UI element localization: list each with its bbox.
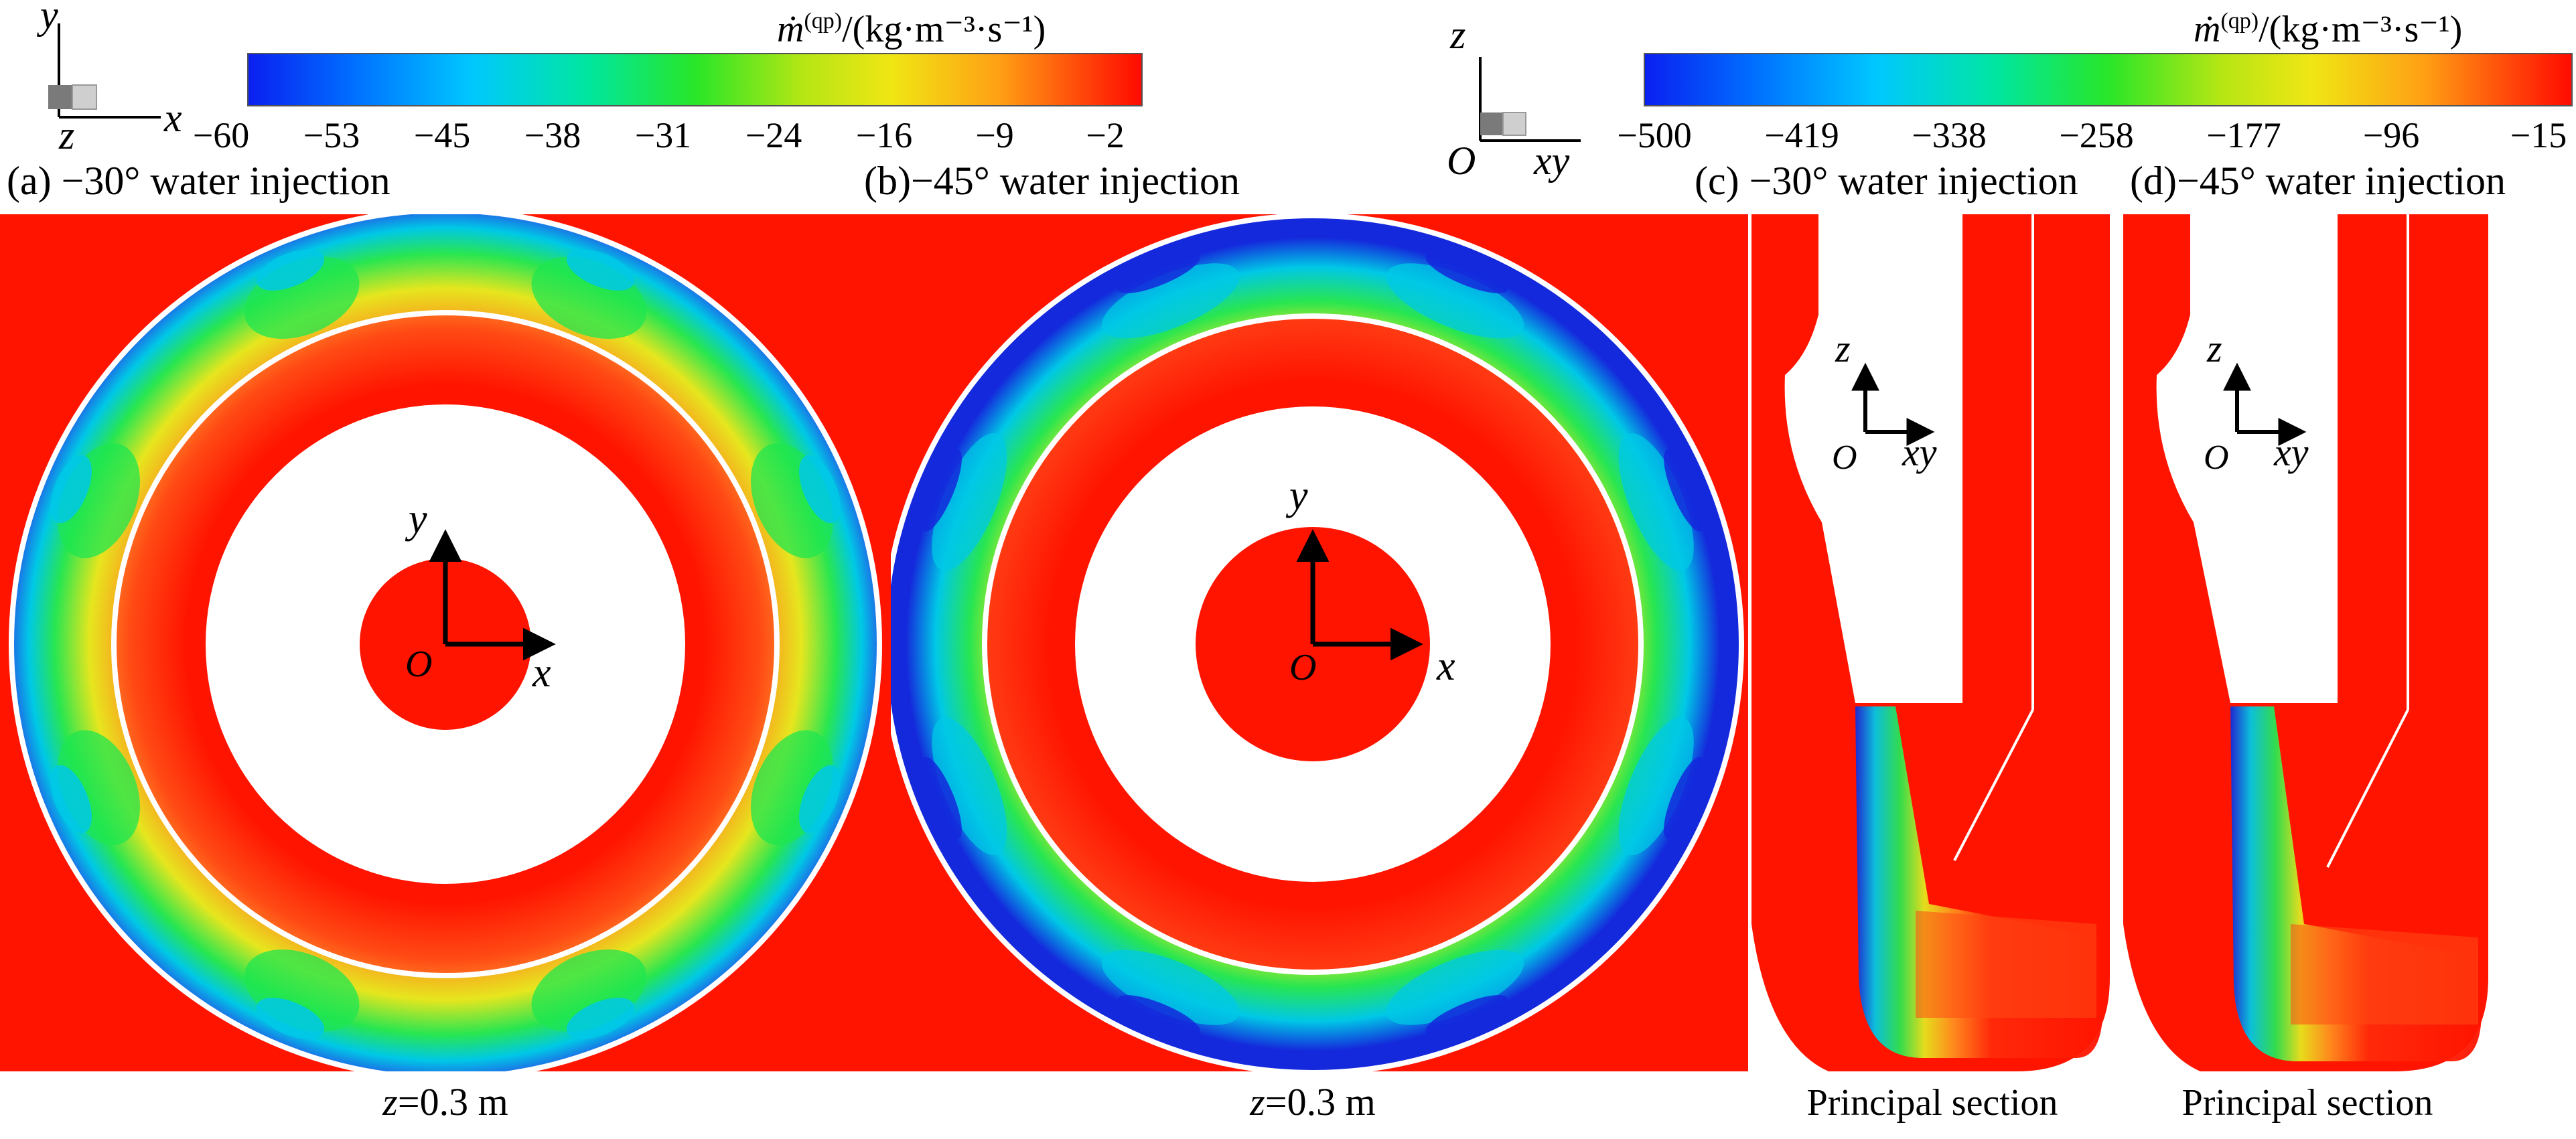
- colorbar-left-ticks: −60 −53 −45 −38 −31 −24 −16 −9 −2: [193, 115, 1125, 155]
- colorbar-right-tick: −96: [2363, 115, 2419, 155]
- panel-c-origin: O: [1832, 439, 1857, 477]
- colorbar-left-tick: −45: [414, 115, 470, 155]
- panel-c-footer: Principal section: [1807, 1082, 2058, 1124]
- panel-a-axis-x: x: [532, 650, 551, 696]
- panel-b-axis-x: x: [1436, 643, 1455, 689]
- colorbar-right-tick: −15: [2510, 115, 2567, 155]
- panel-d-origin: O: [2204, 439, 2229, 477]
- colorbar-left-tick: −16: [856, 115, 912, 155]
- contour-blob: [1118, 252, 1200, 293]
- panel-c-axis-z: z: [1835, 327, 1851, 370]
- panel-d-footer: Principal section: [2182, 1082, 2433, 1124]
- colorbar-right-superscript: (qp): [2220, 9, 2259, 33]
- contour-blob: [1101, 263, 1240, 339]
- contour-blob: [1664, 449, 1705, 532]
- panel-b-axis-y: y: [1285, 473, 1308, 518]
- panel-a-axis-y: y: [405, 496, 427, 542]
- coordinate-triad-right: z O xy: [1447, 13, 1581, 183]
- panel-b-footer: z=0.3 m: [1249, 1080, 1375, 1124]
- colorbar-left-ramp: [247, 53, 1143, 106]
- svg-text:ṁ(qp)/(kg·m⁻³·s⁻¹): ṁ(qp)/(kg·m⁻³·s⁻¹): [777, 9, 1046, 50]
- panel-b-axes: y x O: [1285, 473, 1455, 689]
- colorbar-left-tick: −53: [303, 115, 360, 155]
- contour-blob: [256, 998, 325, 1039]
- panel-b-origin: O: [1289, 647, 1316, 688]
- colorbar-left-tick: −60: [193, 115, 249, 155]
- triad-right-axis-z: z: [1449, 13, 1465, 57]
- panel-c-axes: z xy O: [1832, 327, 1937, 477]
- panel-d-axis-xy: xy: [2273, 431, 2309, 474]
- triad-left-axis-x: x: [163, 96, 182, 140]
- coordinate-triad-left: y x z: [36, 0, 182, 157]
- colorbar-left-symbol: ṁ: [777, 9, 804, 50]
- svg-text:ṁ(qp)/(kg·m⁻³·s⁻¹): ṁ(qp)/(kg·m⁻³·s⁻¹): [2194, 9, 2462, 50]
- panel-c-section: [1751, 214, 2110, 1071]
- contour-blob: [50, 455, 92, 524]
- contour-blob: [566, 998, 635, 1039]
- contour-blob: [256, 249, 325, 291]
- contour-blob: [921, 449, 962, 532]
- colorbar-right-tick: −177: [2206, 115, 2281, 155]
- colorbar-left: ṁ(qp)/(kg·m⁻³·s⁻¹) −60 −53 −45 −38 −31 −24 −16…: [193, 9, 1143, 155]
- colorbar-right-tick: −258: [2059, 115, 2133, 155]
- colorbar-right-tick: −338: [1912, 115, 1986, 155]
- colorbar-right: ṁ(qp)/(kg·m⁻³·s⁻¹) −500 −419 −338 −258 −177−…: [1617, 9, 2573, 155]
- colorbar-right-unit: /(kg·m⁻³·s⁻¹): [2259, 9, 2462, 50]
- contour-blob: [799, 765, 841, 834]
- panel-d-axis-z: z: [2206, 327, 2222, 370]
- colorbar-right-tick: −500: [1617, 115, 1691, 155]
- contour-blob: [566, 249, 635, 291]
- contour-blob: [1618, 433, 1694, 571]
- triad-left-axis-z: z: [58, 113, 74, 157]
- contour-blob: [932, 717, 1007, 856]
- contour-blob: [1664, 757, 1705, 839]
- triad-right-axis-xy: xy: [1533, 139, 1570, 183]
- contour-blob: [1118, 995, 1200, 1036]
- contour-blob: [1101, 950, 1240, 1025]
- colorbar-left-tick: −38: [524, 115, 581, 155]
- panel-a-origin: O: [405, 643, 432, 685]
- colorbar-right-tick: −419: [1764, 115, 1839, 155]
- contour-blob: [1425, 252, 1508, 293]
- panel-d-section: [2123, 214, 2488, 1071]
- panel-c-axis-xy: xy: [1902, 431, 1937, 474]
- colorbar-left-unit: /(kg·m⁻³·s⁻¹): [842, 9, 1046, 50]
- contour-blob: [1425, 995, 1508, 1036]
- colorbar-left-tick: −24: [745, 115, 802, 155]
- contour-blob: [799, 455, 841, 524]
- panel-c-caption: (c) −30° water injection: [1695, 159, 2078, 203]
- contour-blob: [1386, 950, 1524, 1025]
- colorbar-left-tick: −31: [635, 115, 691, 155]
- colorbar-left-tick: −2: [1086, 115, 1124, 155]
- contour-blob: [1386, 263, 1524, 339]
- panel-a-axes: y x O: [405, 496, 556, 696]
- panel-d-caption: (d)−45° water injection: [2130, 159, 2506, 203]
- panel-b-caption: (b)−45° water injection: [864, 159, 1240, 203]
- panel-a-footer: z=0.3 m: [382, 1080, 508, 1124]
- triad-left-axis-y: y: [36, 0, 58, 37]
- contour-blob: [932, 433, 1007, 571]
- colorbar-right-symbol: ṁ: [2194, 9, 2220, 50]
- contour-blob: [921, 757, 962, 839]
- triad-right-origin: O: [1447, 139, 1476, 183]
- panel-d-axes: z xy O: [2204, 327, 2309, 477]
- colorbar-right-ticks: −500 −419 −338 −258 −177 −96 −15: [1617, 115, 2567, 155]
- panel-a-caption: (a) −30° water injection: [7, 159, 390, 203]
- contour-blob: [50, 765, 92, 834]
- colorbar-left-tick: −9: [975, 115, 1013, 155]
- colorbar-left-superscript: (qp): [804, 9, 842, 33]
- colorbar-right-ramp: [1644, 53, 2573, 106]
- contour-blob: [1618, 717, 1694, 856]
